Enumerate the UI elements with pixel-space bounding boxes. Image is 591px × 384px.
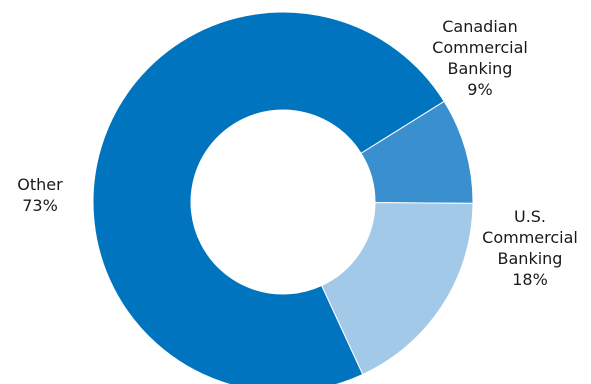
slice-value-label: 9% [467,80,493,99]
slice-label-line: Commercial [482,228,578,247]
slice-label-0: Canadian Commercial Banking 9% [432,16,528,100]
slice-label-line: Banking [447,59,513,78]
donut-slice-2 [92,11,445,384]
slice-label-line: Banking [497,249,563,268]
slice-label-1: U.S. Commercial Banking 18% [482,206,578,290]
donut-slice-1 [320,202,474,376]
slice-label-line: U.S. [513,207,547,226]
slice-value-label: 18% [512,270,548,289]
slice-value-label: 73% [22,196,58,215]
slice-label-line: Canadian [442,17,518,36]
slice-label-line: Commercial [432,38,528,57]
slice-label-2: Other 73% [17,174,62,216]
slice-label-line: Other [17,175,63,194]
